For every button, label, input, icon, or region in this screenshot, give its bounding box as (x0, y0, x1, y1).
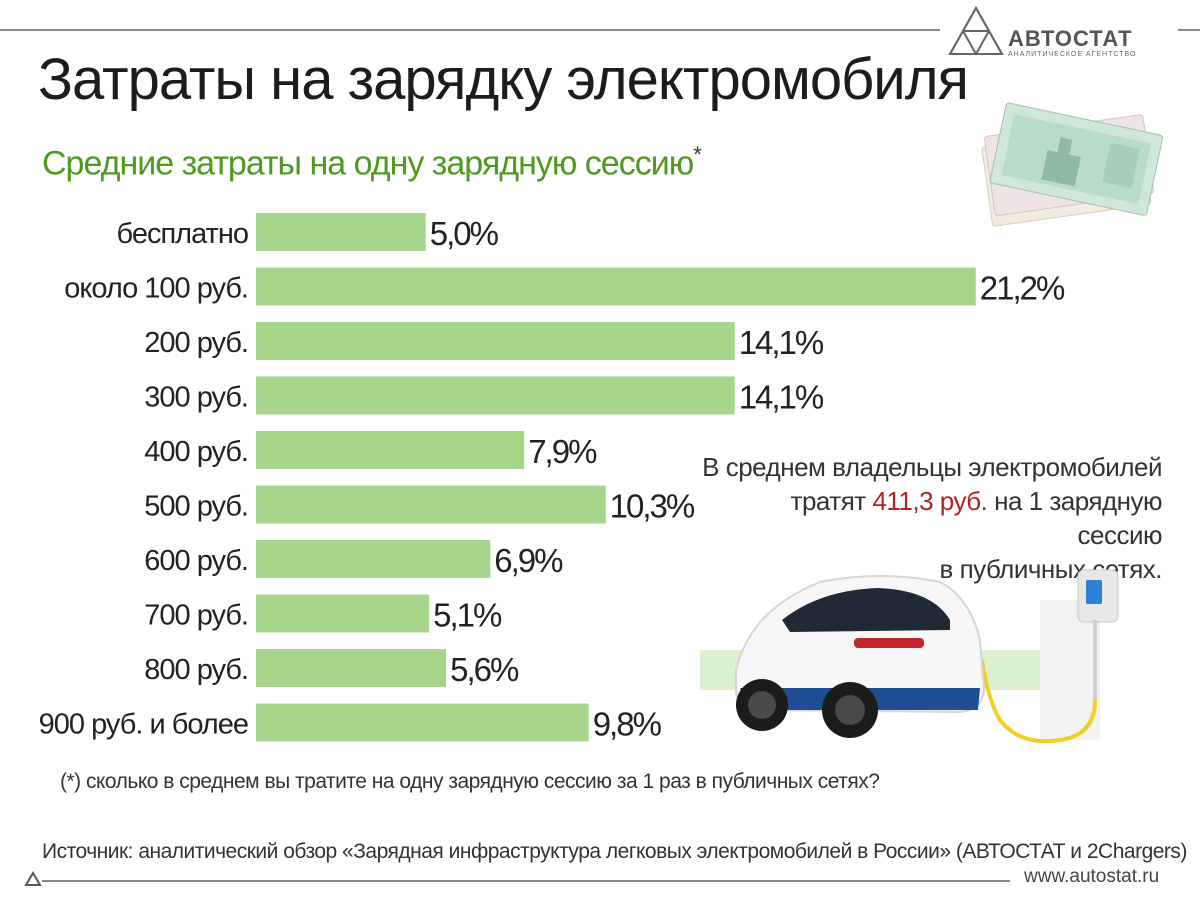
chart-subtitle: Средние затраты на одну зарядную сессию* (42, 142, 702, 183)
category-label: 300 руб. (144, 382, 248, 414)
note-line-2-after: на 1 зарядную сессию (994, 486, 1162, 550)
bar (256, 649, 447, 687)
subtitle-footnote-mark: * (693, 142, 702, 167)
category-label: 700 руб. (144, 600, 248, 632)
bar (256, 376, 735, 415)
bar-value-label: 14,1% (739, 324, 824, 361)
top-divider-right (1178, 29, 1200, 31)
bar-value-label: 7,9% (528, 433, 597, 470)
bar-chart: бесплатно 5,0% около 100 руб. 21,2% 200 руб.… (39, 213, 1067, 743)
category-label: бесплатно (117, 218, 248, 250)
autostat-logo: АВТОСТАТ АНАЛИТИЧЕСКОЕ АГЕНТСТВО (946, 4, 1186, 60)
average-spend-note: В среднем владельцы электромобилей тратя… (700, 450, 1162, 586)
top-divider (0, 29, 940, 31)
electric-car-charging-illustration (700, 569, 1119, 744)
bar-value-label: 5,0% (430, 215, 499, 252)
bar (256, 213, 426, 251)
website-link[interactable]: www.autostat.ru (1024, 866, 1160, 887)
category-label: 600 руб. (144, 545, 248, 577)
bar-value-label: 5,1% (433, 597, 502, 634)
bar (256, 322, 735, 360)
bar-value-label: 21,2% (980, 270, 1065, 307)
bar-value-label: 14,1% (739, 379, 824, 416)
note-line-2-before: тратят (790, 486, 867, 516)
category-label: 500 руб. (144, 491, 248, 523)
note-line-1: В среднем владельцы электромобилей (702, 452, 1162, 482)
category-label: 400 руб. (144, 436, 248, 468)
category-label: 200 руб. (144, 327, 248, 359)
bar-value-label: 9,8% (593, 706, 662, 743)
average-amount: 411,3 руб. (872, 486, 988, 516)
note-line-2: тратят 411,3 руб. на 1 зарядную сессию (700, 484, 1163, 552)
survey-footnote: (*) сколько в среднем вы тратите на одну… (60, 770, 880, 793)
category-label: 900 руб. и более (39, 709, 248, 741)
bar (256, 540, 491, 578)
category-label: около 100 руб. (64, 273, 248, 305)
bar (256, 267, 976, 306)
bar-value-label: 10,3% (610, 488, 695, 525)
source-note: Источник: аналитический обзор «Зарядная … (42, 840, 1187, 863)
bar (256, 594, 430, 633)
page-title: Затраты на зарядку электромобиля (38, 47, 969, 112)
category-label: 800 руб. (144, 654, 248, 686)
banknotes-illustration (981, 102, 1164, 227)
subtitle-text: Средние затраты на одну зарядную сессию (42, 144, 694, 183)
bar (256, 485, 606, 524)
bar (256, 431, 525, 469)
logo-triangle-icon (948, 5, 1004, 55)
bar-value-label: 5,6% (450, 651, 519, 688)
logo-name: АВТОСТАТ (1008, 26, 1133, 51)
note-line-3: в публичных сетях. (939, 554, 1163, 584)
bottom-divider (42, 880, 1010, 882)
footer-logo-icon (24, 871, 42, 886)
bar-value-label: 6,9% (494, 542, 563, 579)
logo-tagline: АНАЛИТИЧЕСКОЕ АГЕНТСТВО (1008, 51, 1137, 58)
bar (256, 703, 589, 742)
